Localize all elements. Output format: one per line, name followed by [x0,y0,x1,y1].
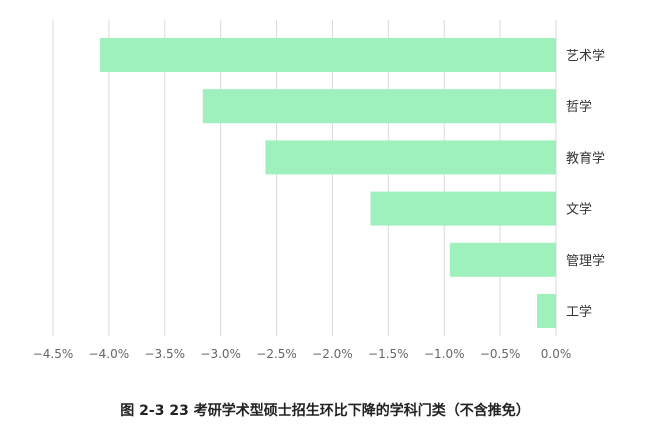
grid-lines [52,20,557,336]
x-tick-label: −4.0% [89,347,130,361]
category-label: 管理学 [566,253,605,269]
x-tick-label: −2.5% [256,347,297,361]
x-tick-labels: −4.5% −4.0% −3.5% −3.0% −2.5% −2.0% −1.5% −1.0%… [33,347,572,361]
bars [99,38,557,328]
x-tick-label: −4.5% [33,347,74,361]
bar-3 [265,140,556,175]
category-label: 艺术学 [566,48,605,64]
category-label: 教育学 [566,150,605,166]
x-tick-label: 0.0% [541,347,572,361]
bar-4 [370,191,556,226]
x-tick-label: −1.5% [368,347,409,361]
chart-caption: 图 2-3 23 考研学术型硕士招生环比下降的学科门类（不含推免） [120,403,530,419]
x-tick-label: −3.0% [200,347,241,361]
bar-2 [202,89,556,124]
category-label: 文学 [566,202,592,218]
category-label: 哲学 [566,99,592,115]
bar-6 [536,294,556,328]
bar-1 [99,38,557,72]
x-tick-label: −2.0% [312,347,353,361]
bar-5 [449,242,556,277]
x-tick-label: −1.0% [424,347,465,361]
x-tick-label: −3.5% [145,347,186,361]
category-label: 工学 [566,304,592,320]
x-tick-label: −0.5% [480,347,521,361]
